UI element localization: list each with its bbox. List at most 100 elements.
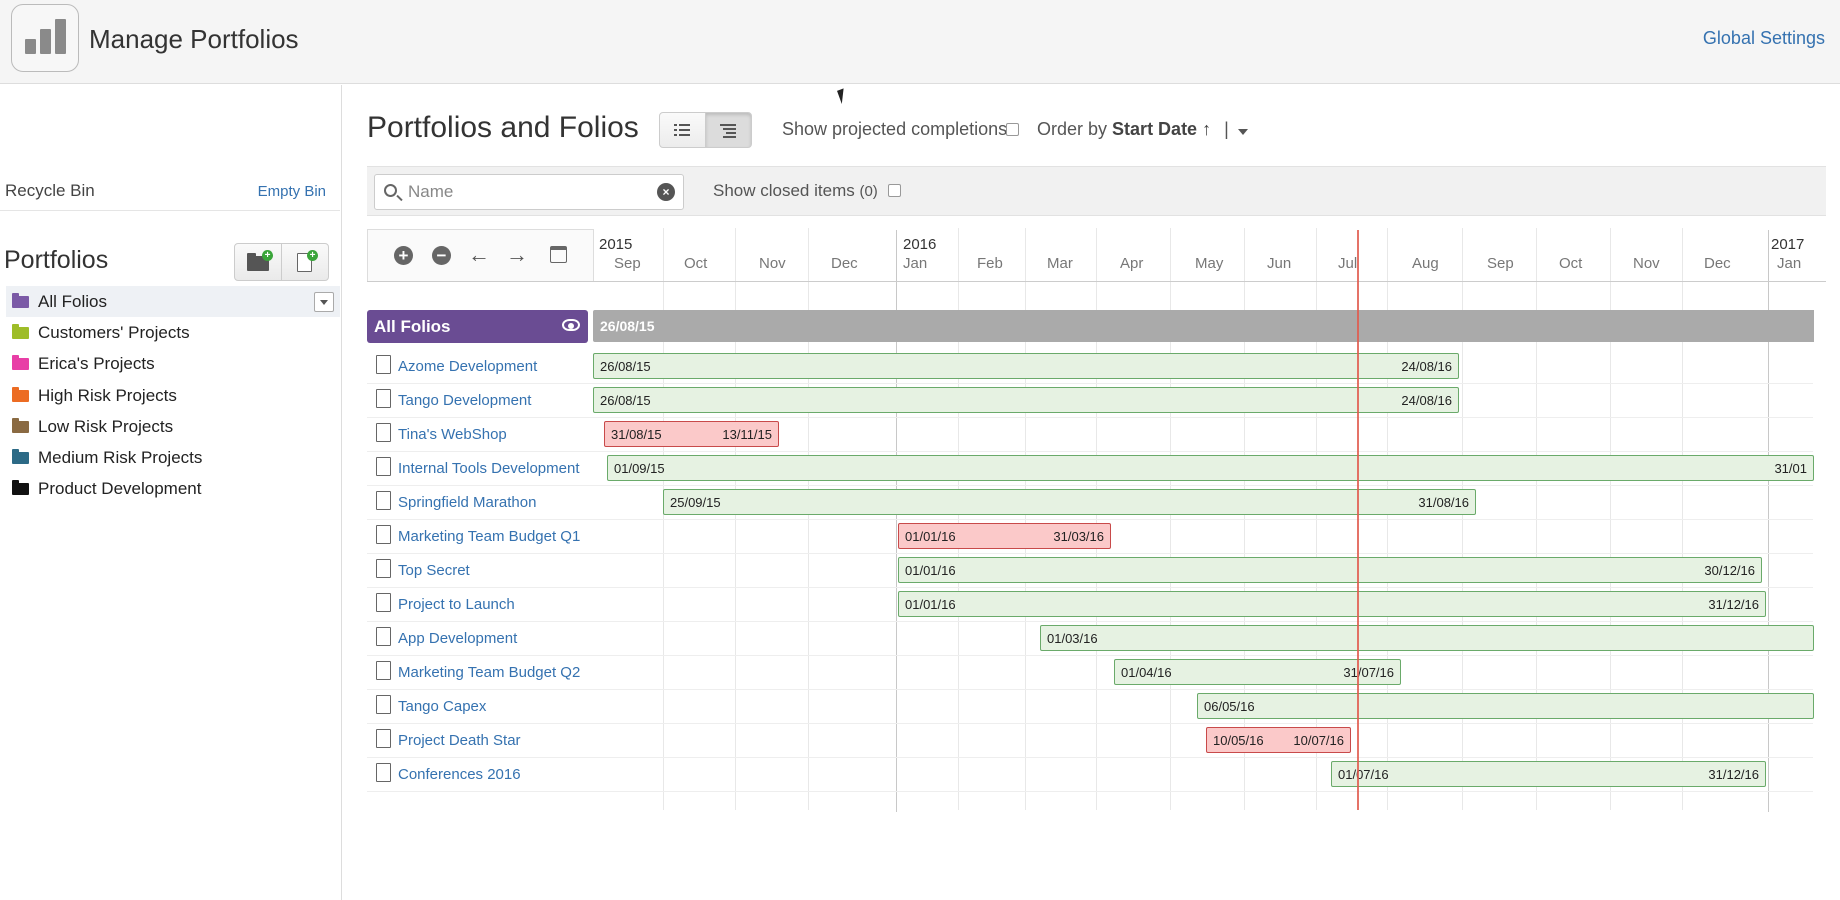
search-input[interactable] bbox=[408, 180, 648, 204]
sidebar-item-low-risk-projects[interactable]: Low Risk Projects bbox=[6, 411, 340, 442]
all-folios-dropdown-icon[interactable] bbox=[314, 292, 334, 312]
bar-start-date: 01/01/16 bbox=[905, 563, 956, 578]
global-settings-link[interactable]: Global Settings bbox=[1702, 28, 1825, 48]
timeline-bar[interactable]: 10/05/16 10/07/16 bbox=[1206, 727, 1351, 753]
gantt-view-button[interactable] bbox=[705, 112, 752, 148]
timeline-bar[interactable]: 31/08/15 13/11/15 bbox=[604, 421, 779, 447]
portfolio-list: All Folios Customers' Projects Erica's Pro… bbox=[6, 286, 340, 504]
order-by-control[interactable]: Order by Start Date ↑ | bbox=[1037, 119, 1229, 140]
folio-link[interactable]: Azome Development bbox=[398, 358, 538, 375]
calendar-icon[interactable] bbox=[550, 246, 567, 263]
recycle-bin-label[interactable]: Recycle Bin bbox=[5, 181, 95, 200]
folio-name-cell[interactable]: Conferences 2016 bbox=[367, 758, 588, 792]
folio-link[interactable]: Tango Capex bbox=[398, 698, 487, 715]
zoom-in-icon[interactable]: + bbox=[394, 246, 413, 265]
bar-start-date: 06/05/16 bbox=[1204, 699, 1255, 714]
folio-link[interactable]: Project Death Star bbox=[398, 732, 521, 749]
timeline-bar[interactable]: 25/09/15 31/08/16 bbox=[663, 489, 1476, 515]
add-portfolio-button[interactable]: + bbox=[234, 243, 282, 281]
folio-name-cell[interactable]: Azome Development bbox=[367, 350, 588, 384]
timeline-bar[interactable]: 01/03/16 bbox=[1040, 625, 1814, 651]
bar-start-date: 26/08/15 bbox=[600, 393, 651, 408]
timeline-bar[interactable]: 01/04/16 31/07/16 bbox=[1114, 659, 1401, 685]
search-box[interactable]: × bbox=[374, 174, 684, 210]
folio-name-cell[interactable]: Project Death Star bbox=[367, 724, 588, 758]
document-icon bbox=[376, 389, 391, 408]
folio-name-cell[interactable]: Springfield Marathon bbox=[367, 486, 588, 520]
table-row: Azome Development bbox=[367, 350, 1813, 384]
show-closed-items-label: Show closed items (0) bbox=[713, 181, 878, 201]
table-row: App Development bbox=[367, 622, 1813, 656]
folio-link[interactable]: Internal Tools Development bbox=[398, 460, 580, 477]
timeline-bar[interactable]: 06/05/16 bbox=[1197, 693, 1814, 719]
folio-name-cell[interactable]: Project to Launch bbox=[367, 588, 588, 622]
sidebar-item-product-development[interactable]: Product Development bbox=[6, 473, 340, 504]
month-label: Jan bbox=[1777, 255, 1802, 272]
year-label: 2017 bbox=[1771, 236, 1805, 253]
timeline-bar[interactable]: 01/01/16 31/03/16 bbox=[898, 523, 1111, 549]
sidebar: Recycle Bin Empty Bin Portfolios + + All… bbox=[0, 85, 342, 900]
show-closed-items-checkbox[interactable] bbox=[888, 184, 901, 197]
folder-icon bbox=[12, 355, 29, 371]
order-by-field[interactable]: Start Date ↑ bbox=[1112, 119, 1212, 139]
add-folio-button[interactable]: + bbox=[281, 243, 329, 281]
timeline-bar[interactable]: 26/08/15 24/08/16 bbox=[593, 387, 1459, 413]
filter-bar: × Show closed items (0) bbox=[367, 166, 1826, 216]
order-by-dropdown-icon[interactable] bbox=[1238, 129, 1248, 135]
timeline-bar[interactable]: 01/01/16 30/12/16 bbox=[898, 557, 1762, 583]
bar-end-date: 30/12/16 bbox=[1704, 563, 1755, 578]
folio-name-cell[interactable]: Marketing Team Budget Q2 bbox=[367, 656, 588, 690]
empty-bin-link[interactable]: Empty Bin bbox=[257, 183, 326, 200]
folio-link[interactable]: Tina's WebShop bbox=[398, 426, 507, 443]
folio-name-cell[interactable]: App Development bbox=[367, 622, 588, 656]
month-label: Nov bbox=[759, 255, 786, 272]
zoom-out-icon[interactable]: − bbox=[432, 246, 451, 265]
group-bar-start-date: 26/08/15 bbox=[600, 318, 655, 334]
timeline-bar[interactable]: 01/07/16 31/12/16 bbox=[1331, 761, 1766, 787]
folio-name-cell[interactable]: Marketing Team Budget Q1 bbox=[367, 520, 588, 554]
folio-name-cell[interactable]: Internal Tools Development bbox=[367, 452, 588, 486]
folio-link[interactable]: Project to Launch bbox=[398, 596, 515, 613]
scroll-left-icon[interactable]: ← bbox=[468, 242, 490, 267]
timeline-bar[interactable]: 26/08/15 24/08/16 bbox=[593, 353, 1459, 379]
folio-name-cell[interactable]: Tina's WebShop bbox=[367, 418, 588, 452]
list-view-button[interactable] bbox=[659, 112, 706, 148]
sidebar-item-label: High Risk Projects bbox=[38, 385, 177, 405]
clear-search-icon[interactable]: × bbox=[657, 183, 675, 201]
folio-name-cell[interactable]: Tango Capex bbox=[367, 690, 588, 724]
folio-name-cell[interactable]: Top Secret bbox=[367, 554, 588, 588]
month-label: May bbox=[1195, 255, 1224, 272]
folio-link[interactable]: Marketing Team Budget Q1 bbox=[398, 528, 581, 545]
recycle-bin-row[interactable]: Recycle Bin Empty Bin bbox=[0, 175, 340, 211]
axis-divider bbox=[367, 281, 1826, 282]
sidebar-item-high-risk-projects[interactable]: High Risk Projects bbox=[6, 380, 340, 411]
folder-icon bbox=[12, 386, 29, 402]
folio-link[interactable]: Springfield Marathon bbox=[398, 494, 537, 511]
document-icon bbox=[376, 695, 391, 714]
folio-link[interactable]: Top Secret bbox=[398, 562, 470, 579]
folio-link[interactable]: App Development bbox=[398, 630, 518, 647]
table-row: Tina's WebShop bbox=[367, 418, 1813, 452]
timeline-bar[interactable]: 01/09/15 31/01 bbox=[607, 455, 1814, 481]
eye-icon[interactable] bbox=[562, 319, 580, 331]
sidebar-item-all-folios[interactable]: All Folios bbox=[6, 286, 340, 318]
table-row: Top Secret bbox=[367, 554, 1813, 588]
month-label: Jun bbox=[1267, 255, 1292, 272]
bar-start-date: 01/03/16 bbox=[1047, 631, 1098, 646]
document-icon bbox=[376, 423, 391, 442]
folio-link[interactable]: Conferences 2016 bbox=[398, 766, 521, 783]
group-header-all-folios[interactable]: All Folios bbox=[367, 310, 588, 343]
sidebar-item-customers-projects[interactable]: Customers' Projects bbox=[6, 317, 340, 348]
sidebar-item-medium-risk-projects[interactable]: Medium Risk Projects bbox=[6, 442, 340, 473]
folio-link[interactable]: Marketing Team Budget Q2 bbox=[398, 664, 581, 681]
show-projected-completions-checkbox[interactable] bbox=[1006, 123, 1019, 136]
sidebar-item-erica-s-projects[interactable]: Erica's Projects bbox=[6, 348, 340, 379]
scroll-right-icon[interactable]: → bbox=[506, 242, 528, 267]
document-icon bbox=[376, 457, 391, 476]
folio-name-cell[interactable]: Tango Development bbox=[367, 384, 588, 418]
folio-link[interactable]: Tango Development bbox=[398, 392, 532, 409]
timeline-bar[interactable]: 01/01/16 31/12/16 bbox=[898, 591, 1766, 617]
closed-items-count: (0) bbox=[859, 183, 878, 200]
document-icon bbox=[376, 525, 391, 544]
